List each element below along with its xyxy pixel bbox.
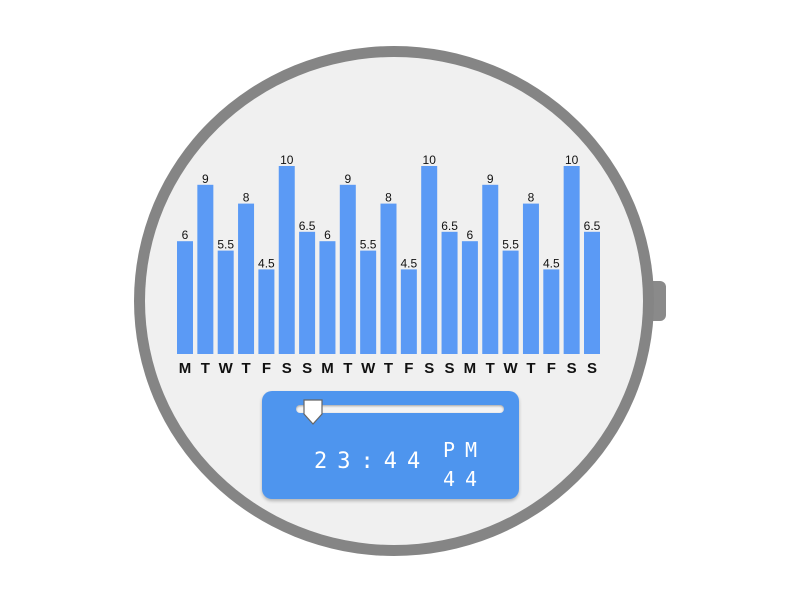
bar	[441, 231, 458, 354]
bar-value-label: 10	[280, 153, 294, 167]
x-tick-label: S	[282, 360, 292, 377]
bar	[299, 231, 316, 354]
bar-value-label: 6	[467, 228, 474, 242]
bar	[461, 241, 478, 354]
seconds-display: 44	[443, 467, 488, 491]
bar	[197, 184, 214, 354]
bar-value-label: 4.5	[401, 256, 418, 270]
bar	[400, 269, 417, 354]
bar-value-label: 9	[487, 172, 494, 186]
bar-value-label: 9	[344, 172, 351, 186]
bar	[502, 250, 519, 354]
am-pm-indicator: PM	[443, 438, 488, 462]
time-slider-track[interactable]	[296, 405, 504, 413]
time-panel: 23:44 PM 44	[262, 391, 519, 499]
x-tick-label: T	[201, 360, 210, 377]
bar	[258, 269, 275, 354]
x-tick-label: S	[567, 360, 577, 377]
x-tick-label: T	[241, 360, 250, 377]
x-tick-label: F	[262, 360, 271, 377]
x-tick-label: F	[547, 360, 556, 377]
x-tick-label: S	[302, 360, 312, 377]
bar-value-label: 8	[528, 191, 535, 205]
x-tick-label: W	[361, 360, 376, 377]
bar-value-label: 9	[202, 172, 209, 186]
bar-value-label: 5.5	[360, 238, 377, 252]
x-tick-label: T	[343, 360, 352, 377]
bar-value-label: 6.5	[299, 219, 316, 233]
x-tick-label: T	[384, 360, 393, 377]
bar	[177, 241, 193, 354]
bar-value-label: 8	[243, 191, 250, 205]
x-tick-label: M	[321, 360, 334, 377]
bar	[360, 250, 377, 354]
bar-value-label: 5.5	[502, 238, 519, 252]
x-tick-label: M	[179, 360, 192, 377]
bar-value-label: 4.5	[258, 256, 275, 270]
bar	[319, 241, 336, 354]
x-tick-label: W	[504, 360, 519, 377]
bar-value-label: 6	[324, 228, 331, 242]
bar	[217, 250, 234, 354]
bar	[563, 166, 580, 354]
time-slider-thumb[interactable]	[302, 399, 324, 426]
bar-value-label: 6.5	[441, 219, 458, 233]
bar	[380, 203, 397, 354]
bar	[339, 184, 356, 354]
bar-value-label: 5.5	[217, 238, 234, 252]
time-display: 23:44	[314, 449, 431, 474]
x-tick-label: S	[445, 360, 455, 377]
bar	[522, 203, 539, 354]
x-tick-label: S	[424, 360, 434, 377]
bar	[421, 166, 438, 354]
bar	[238, 203, 255, 354]
bar-value-label: 6.5	[584, 219, 601, 233]
bar	[278, 166, 295, 354]
x-tick-label: W	[219, 360, 234, 377]
bar-value-label: 8	[385, 191, 392, 205]
bar-value-label: 10	[565, 153, 579, 167]
x-tick-label: F	[404, 360, 413, 377]
x-tick-label: T	[486, 360, 495, 377]
bar	[584, 231, 600, 354]
bar-value-label: 10	[423, 153, 437, 167]
x-tick-label: S	[587, 360, 597, 377]
bar	[482, 184, 499, 354]
bar-value-label: 4.5	[543, 256, 560, 270]
bar	[543, 269, 560, 354]
x-tick-label: M	[464, 360, 477, 377]
x-tick-label: T	[526, 360, 535, 377]
bar-value-label: 6	[182, 228, 189, 242]
